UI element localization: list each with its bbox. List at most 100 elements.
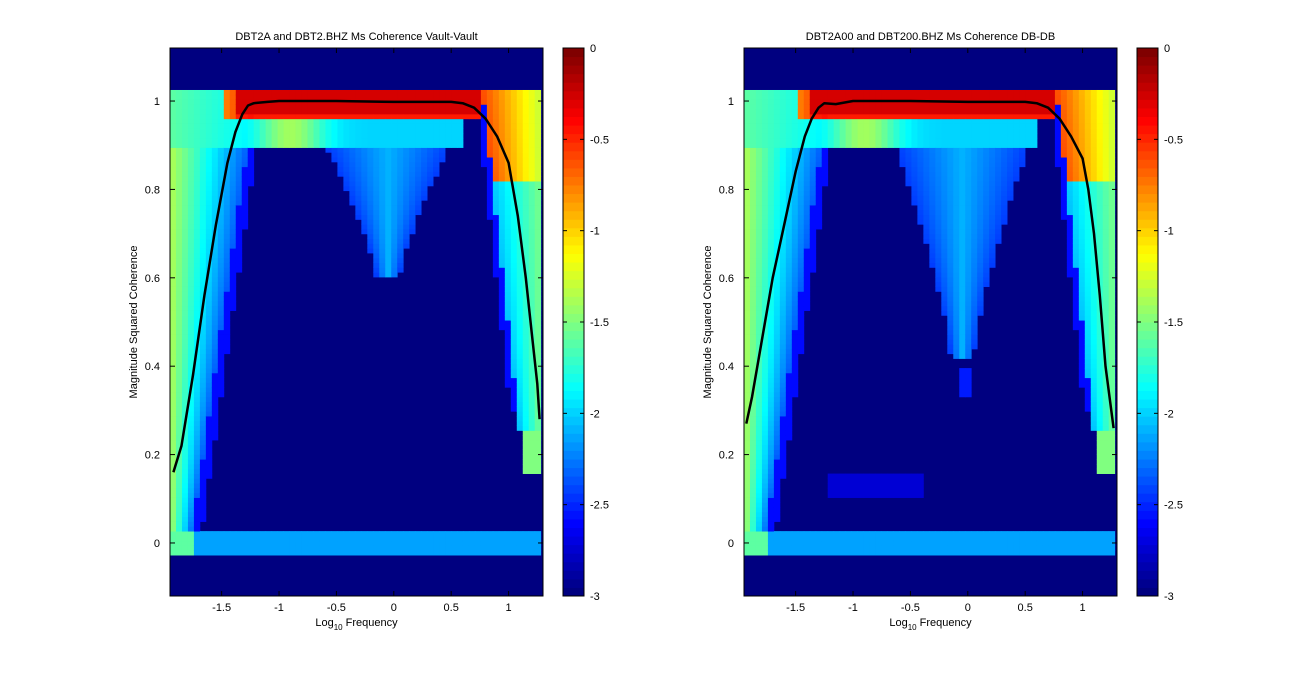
heatmap-cell (786, 95, 792, 100)
heatmap-cell (953, 234, 959, 239)
heatmap-cell (230, 100, 236, 105)
heatmap-cell (864, 133, 870, 138)
heatmap-cell (923, 133, 929, 138)
heatmap-cell (959, 378, 965, 383)
heatmap-cell (403, 152, 409, 157)
heatmap-cell (379, 172, 385, 177)
heatmap-cell (182, 291, 188, 296)
heatmap-cell (876, 124, 882, 129)
y-tick-label: 0.2 (145, 450, 160, 462)
heatmap-cell (451, 109, 457, 114)
heatmap-cell (774, 512, 780, 517)
heatmap-cell (361, 109, 367, 114)
heatmap-cell (786, 114, 792, 119)
heatmap-cell (206, 195, 212, 200)
heatmap-cell (965, 143, 971, 148)
heatmap-cell (278, 124, 284, 129)
heatmap-cell (349, 550, 355, 555)
heatmap-cell (535, 133, 541, 138)
heatmap-cell (188, 224, 194, 229)
heatmap-cell (385, 541, 391, 546)
heatmap-cell (182, 181, 188, 186)
heatmap-cell (774, 157, 780, 162)
heatmap-cell (744, 95, 750, 100)
heatmap-cell (367, 215, 373, 220)
heatmap-cell (403, 224, 409, 229)
heatmap-cell (840, 493, 846, 498)
heatmap-cell (959, 546, 965, 551)
heatmap-cell (750, 95, 756, 100)
heatmap-cell (965, 191, 971, 196)
heatmap-cell (529, 258, 535, 263)
heatmap-cell (882, 95, 888, 100)
heatmap-cell (535, 464, 541, 469)
heatmap-cell (535, 200, 541, 205)
heatmap-cell (792, 311, 798, 316)
heatmap-cell (953, 152, 959, 157)
heatmap-cell (236, 267, 242, 272)
heatmap-cell (947, 186, 953, 191)
heatmap-cell (804, 248, 810, 253)
heatmap-cell (768, 195, 774, 200)
heatmap-cell (499, 114, 505, 119)
heatmap-cell (200, 172, 206, 177)
heatmap-cell (200, 243, 206, 248)
heatmap-cell (917, 478, 923, 483)
heatmap-cell (953, 229, 959, 234)
heatmap-cell (750, 200, 756, 205)
heatmap-cell (744, 181, 750, 186)
heatmap-cell (535, 445, 541, 450)
heatmap-cell (977, 291, 983, 296)
heatmap-cell (439, 531, 445, 536)
heatmap-cell (965, 387, 971, 392)
heatmap-cell (182, 526, 188, 531)
heatmap-cell (1013, 133, 1019, 138)
heatmap-cell (744, 315, 750, 320)
heatmap-cell (947, 248, 953, 253)
heatmap-cell (888, 483, 894, 488)
heatmap-cell (923, 90, 929, 95)
heatmap-cell (517, 339, 523, 344)
heatmap-cell (529, 234, 535, 239)
heatmap-cell (953, 272, 959, 277)
heatmap-cell (314, 541, 320, 546)
heatmap-cell (804, 267, 810, 272)
heatmap-cell (965, 272, 971, 277)
heatmap-cell (995, 531, 1001, 536)
heatmap-cell (212, 406, 218, 411)
heatmap-cell (983, 176, 989, 181)
heatmap-cell (511, 296, 517, 301)
heatmap-cell (361, 133, 367, 138)
heatmap-cell (828, 114, 834, 119)
heatmap-cell (170, 531, 176, 536)
heatmap-cell (965, 253, 971, 258)
heatmap-cell (427, 550, 433, 555)
heatmap-cell (170, 450, 176, 455)
heatmap-cell (882, 90, 888, 95)
heatmap-cell (888, 531, 894, 536)
heatmap-cell (230, 167, 236, 172)
heatmap-cell (194, 219, 200, 224)
heatmap-cell (535, 536, 541, 541)
heatmap-cell (188, 330, 194, 335)
heatmap-cell (971, 296, 977, 301)
heatmap-cell (911, 90, 917, 95)
heatmap-cell (804, 143, 810, 148)
heatmap-cell (905, 181, 911, 186)
heatmap-cell (1043, 550, 1049, 555)
heatmap-cell (170, 536, 176, 541)
heatmap-cell (218, 143, 224, 148)
heatmap-cell (1055, 124, 1061, 129)
heatmap-cell (923, 229, 929, 234)
heatmap-cell (523, 464, 529, 469)
heatmap-cell (971, 195, 977, 200)
heatmap-cell (361, 143, 367, 148)
heatmap-cell (212, 200, 218, 205)
heatmap-cell (864, 531, 870, 536)
heatmap-cell (816, 200, 822, 205)
heatmap-cell (947, 215, 953, 220)
heatmap-cell (780, 344, 786, 349)
heatmap-cell (786, 378, 792, 383)
heatmap-cell (373, 267, 379, 272)
heatmap-cell (953, 90, 959, 95)
